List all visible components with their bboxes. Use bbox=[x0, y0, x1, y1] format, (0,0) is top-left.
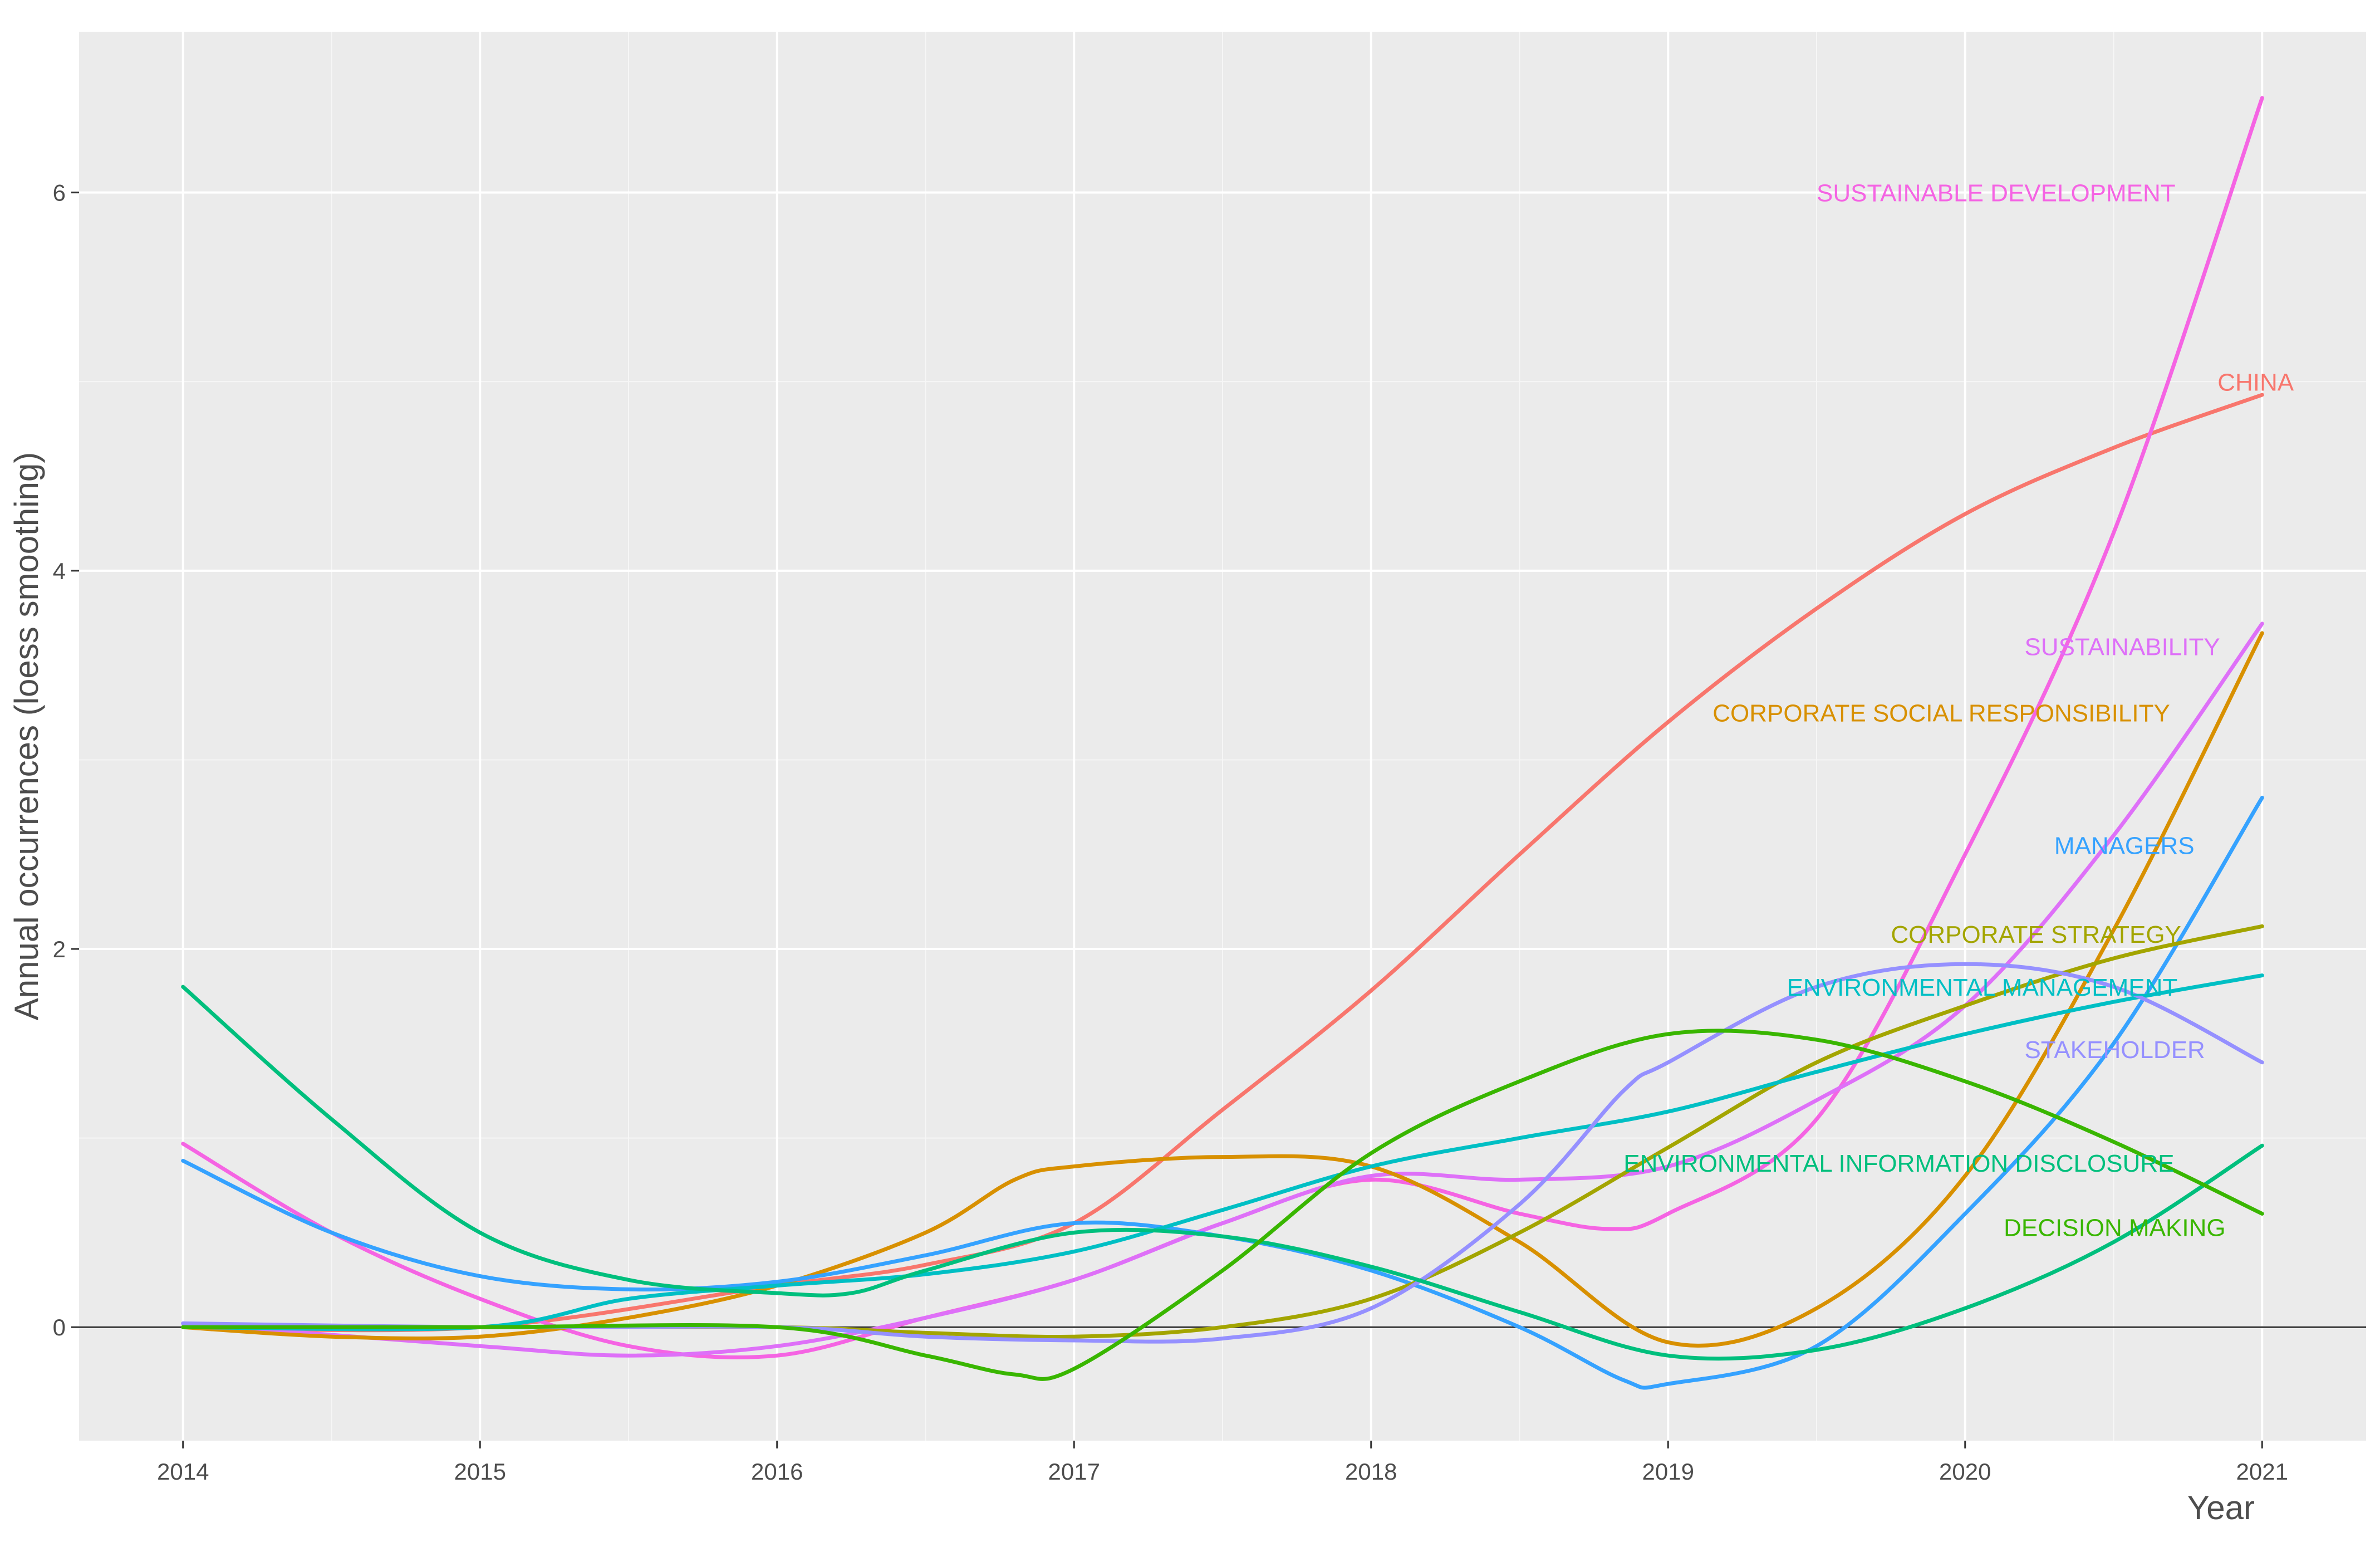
series-label-sustainable-development: SUSTAINABLE DEVELOPMENT bbox=[1817, 180, 2176, 207]
series-line-sustainability bbox=[181, 621, 2264, 1358]
x-tick-label: 2020 bbox=[1939, 1458, 1991, 1485]
series-label-china: CHINA bbox=[2217, 369, 2294, 396]
x-tick-label: 2018 bbox=[1345, 1458, 1397, 1485]
grid-minor bbox=[79, 32, 2366, 1441]
y-tick-label: 0 bbox=[53, 1314, 66, 1340]
series-label-managers: MANAGERS bbox=[2054, 832, 2195, 859]
series-label-environmental-management: ENVIRONMENTAL MANAGEMENT bbox=[1787, 974, 2178, 1001]
x-tick-label: 2015 bbox=[454, 1458, 506, 1485]
series-label-stakeholder: STAKEHOLDER bbox=[2024, 1036, 2205, 1064]
series-labels: CHINA SUSTAINABLE DEVELOPMENT SUSTAINABILI… bbox=[1623, 180, 2294, 1242]
series-label-decision-making: DECISION MAKING bbox=[2004, 1214, 2226, 1241]
y-axis-title: Annual occurrences (loess smoothing) bbox=[8, 452, 45, 1021]
series-line-decision-making bbox=[181, 1029, 2264, 1381]
series-line-managers bbox=[181, 795, 2264, 1390]
x-tick-label: 2014 bbox=[157, 1458, 209, 1485]
series-label-corporate-strategy: CORPORATE STRATEGY bbox=[1891, 921, 2181, 948]
y-tick-label: 4 bbox=[53, 558, 66, 584]
y-tick-label: 6 bbox=[53, 180, 66, 206]
series-line-china bbox=[181, 393, 2264, 1333]
y-axis: 0 2 4 6 bbox=[53, 180, 79, 1340]
x-tick-label: 2016 bbox=[751, 1458, 803, 1485]
x-axis-title: Year bbox=[2187, 1489, 2255, 1526]
y-tick-label: 2 bbox=[53, 936, 66, 962]
series-line-environmental-information-disclosure bbox=[181, 985, 2264, 1361]
series-line-environmental-management bbox=[181, 973, 2264, 1331]
series-label-environmental-information-disclosure: ENVIRONMENTAL INFORMATION DISCLOSURE bbox=[1623, 1150, 2174, 1177]
series-label-corporate-social-responsibility: CORPORATE SOCIAL RESPONSIBILITY bbox=[1712, 700, 2170, 727]
x-tick-label: 2019 bbox=[1642, 1458, 1694, 1485]
series-layer bbox=[181, 96, 2264, 1390]
x-axis: 2014 2015 2016 2017 2018 2019 2020 2021 bbox=[157, 1441, 2288, 1485]
x-tick-label: 2021 bbox=[2236, 1458, 2288, 1485]
series-line-sustainable-development bbox=[181, 96, 2264, 1360]
series-label-sustainability: SUSTAINABILITY bbox=[2024, 634, 2220, 661]
x-tick-label: 2017 bbox=[1048, 1458, 1100, 1485]
